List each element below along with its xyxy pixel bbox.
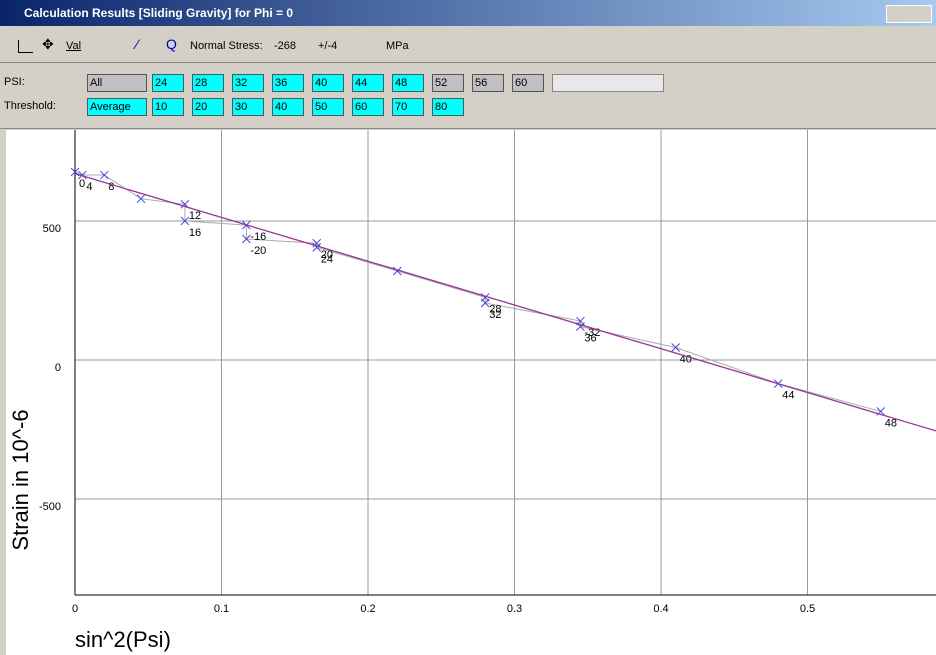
val-button[interactable]: Val	[66, 40, 82, 52]
stress-label: Normal Stress:	[190, 40, 263, 52]
x-tick-label: 0.4	[653, 603, 668, 615]
threshold-button[interactable]: 30	[232, 98, 264, 116]
point-label: 12	[189, 210, 201, 222]
data-point	[671, 343, 681, 352]
psi-button[interactable]: 56	[472, 74, 504, 92]
x-axis-label: sin^2(Psi)	[75, 627, 171, 652]
stress-error: +/-4	[318, 40, 338, 52]
point-stroke	[576, 322, 585, 331]
stress-value: -268	[274, 40, 297, 52]
data-point	[136, 194, 146, 204]
threshold-button[interactable]: 50	[312, 98, 344, 116]
threshold-label: Threshold:	[4, 100, 56, 112]
axis-tool[interactable]	[18, 40, 33, 53]
data-point	[99, 170, 109, 180]
point-label: 28	[489, 303, 501, 315]
psi-button[interactable]: 32	[232, 74, 264, 92]
psi-button[interactable]: 48	[392, 74, 424, 92]
x-tick-label: 0.5	[800, 603, 815, 615]
window-title: Calculation Results [Sliding Gravity] fo…	[24, 6, 294, 20]
point-label: 8	[108, 181, 114, 193]
point-label: 36	[584, 333, 596, 345]
point-stroke	[312, 243, 322, 252]
point-stroke	[70, 167, 80, 177]
threshold-button[interactable]: 20	[192, 98, 224, 116]
data-point	[312, 238, 322, 248]
threshold-button[interactable]: 80	[432, 98, 464, 116]
point-stroke	[242, 234, 251, 244]
point-label: 20	[321, 249, 333, 261]
y-tick-label: -500	[39, 501, 61, 513]
scrollbar[interactable]	[552, 74, 664, 92]
stress-unit: MPa	[386, 40, 409, 52]
threshold-button[interactable]: 40	[272, 98, 304, 116]
point-stroke	[99, 170, 109, 180]
y-tick-label: 0	[55, 362, 61, 374]
point-stroke	[136, 194, 146, 204]
point-label: 16	[189, 227, 201, 239]
threshold-button[interactable]: 60	[352, 98, 384, 116]
threshold-button[interactable]: Average	[87, 98, 147, 116]
toolbar: ✥ Val ⁄ Q Normal Stress: -268 +/-4 MPa	[0, 30, 936, 63]
psi-button[interactable]: 40	[312, 74, 344, 92]
psi-button[interactable]: 36	[272, 74, 304, 92]
window-controls[interactable]	[886, 5, 932, 23]
parameter-panel: PSI: Threshold: All 24 28 32 36 40 44 48 52 56 60 A…	[0, 64, 936, 129]
point-stroke	[77, 170, 87, 180]
point-label: -20	[250, 245, 266, 257]
psi-button[interactable]: 28	[192, 74, 224, 92]
x-tick-label: 0	[72, 603, 78, 615]
psi-button[interactable]: 24	[152, 74, 184, 92]
point-label: 44	[782, 390, 794, 402]
point-stroke	[480, 298, 490, 308]
point-label: 4	[86, 181, 92, 193]
point-label: 0	[79, 178, 85, 190]
psi-label: PSI:	[4, 76, 25, 88]
point-label: -16	[250, 231, 266, 243]
point-label: 24	[321, 253, 333, 265]
title-bar: Calculation Results [Sliding Gravity] fo…	[0, 0, 936, 26]
threshold-button[interactable]: 70	[392, 98, 424, 116]
y-axis-label: Strain in 10^-6	[8, 409, 33, 550]
fit-tool[interactable]: ⁄	[136, 36, 139, 52]
pan-tool[interactable]: ✥	[42, 36, 54, 52]
x-tick-label: 0.1	[214, 603, 229, 615]
zoom-tool[interactable]: Q	[166, 36, 177, 52]
data-point	[77, 170, 87, 180]
plot-background	[6, 130, 936, 655]
chart: 0 0.1 0.2 0.3 0.4 0.5 500 0 -500 sin^2(Psi) Strain…	[6, 130, 936, 655]
x-tick-label: 0.3	[507, 603, 522, 615]
data-point	[180, 216, 190, 226]
point-label: 32	[489, 309, 501, 321]
data-point	[242, 234, 251, 244]
psi-button[interactable]: 60	[512, 74, 544, 92]
point-stroke	[312, 238, 322, 248]
point-stroke	[392, 266, 402, 276]
psi-button[interactable]: All	[87, 74, 147, 92]
point-stroke	[180, 199, 190, 209]
y-tick-label: 500	[43, 223, 61, 235]
data-point	[480, 298, 490, 308]
fit-line	[74, 173, 936, 432]
point-label: 40	[680, 353, 692, 365]
point-stroke	[180, 216, 190, 226]
psi-button[interactable]: 52	[432, 74, 464, 92]
data-point	[392, 266, 402, 276]
point-label: 48	[885, 417, 897, 429]
psi-button[interactable]: 44	[352, 74, 384, 92]
point-stroke	[671, 343, 681, 352]
threshold-button[interactable]: 10	[152, 98, 184, 116]
x-tick-label: 0.2	[360, 603, 375, 615]
